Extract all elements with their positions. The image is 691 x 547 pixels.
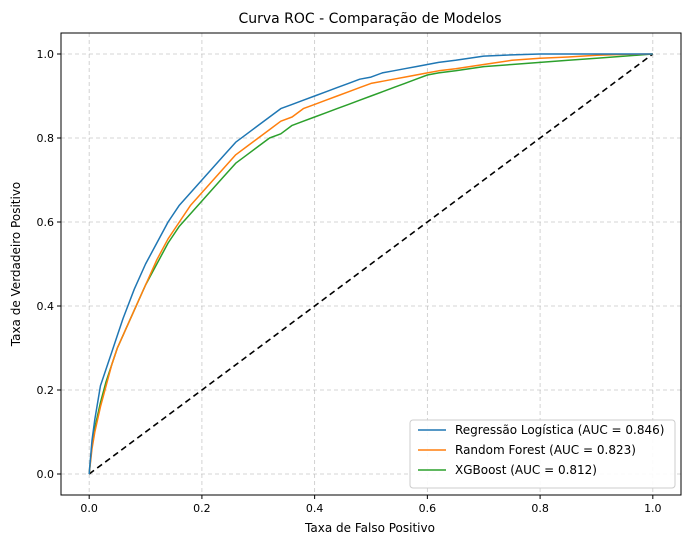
x-tick-label: 1.0 xyxy=(644,502,662,515)
legend-label: Random Forest (AUC = 0.823) xyxy=(455,443,636,457)
y-axis-label: Taxa de Verdadeiro Positivo xyxy=(9,182,23,348)
x-tick-label: 0.8 xyxy=(531,502,549,515)
x-tick-label: 0.2 xyxy=(193,502,211,515)
grid xyxy=(61,33,681,495)
y-tick-label: 0.0 xyxy=(37,468,55,481)
plot-frame xyxy=(60,32,682,496)
series-lines xyxy=(88,53,654,475)
y-tick-label: 0.6 xyxy=(37,216,55,229)
legend-label: XGBoost (AUC = 0.812) xyxy=(455,463,597,477)
random-baseline-line xyxy=(88,53,654,475)
y-tick-label: 0.2 xyxy=(37,384,55,397)
x-tick-label: 0.0 xyxy=(80,502,98,515)
legend-label: Regressão Logística (AUC = 0.846) xyxy=(455,423,664,437)
x-tick-label: 0.6 xyxy=(419,502,437,515)
legend: Regressão Logística (AUC = 0.846) Random … xyxy=(409,419,676,489)
x-axis-label: Taxa de Falso Positivo xyxy=(304,521,435,535)
legend-box xyxy=(409,419,676,489)
y-tick-label: 0.8 xyxy=(37,132,55,145)
axis-ticks: 0.0 0.2 0.4 0.6 0.8 1.0 0.0 0.2 0.4 0.6 0.8 1.0 xyxy=(37,48,662,515)
chart-title: Curva ROC - Comparação de Modelos xyxy=(238,11,501,27)
y-tick-label: 0.4 xyxy=(37,300,55,313)
roc-curve-1 xyxy=(88,53,653,475)
roc-curve-0 xyxy=(88,53,653,475)
x-tick-label: 0.4 xyxy=(306,502,324,515)
y-tick-label: 1.0 xyxy=(37,48,55,61)
